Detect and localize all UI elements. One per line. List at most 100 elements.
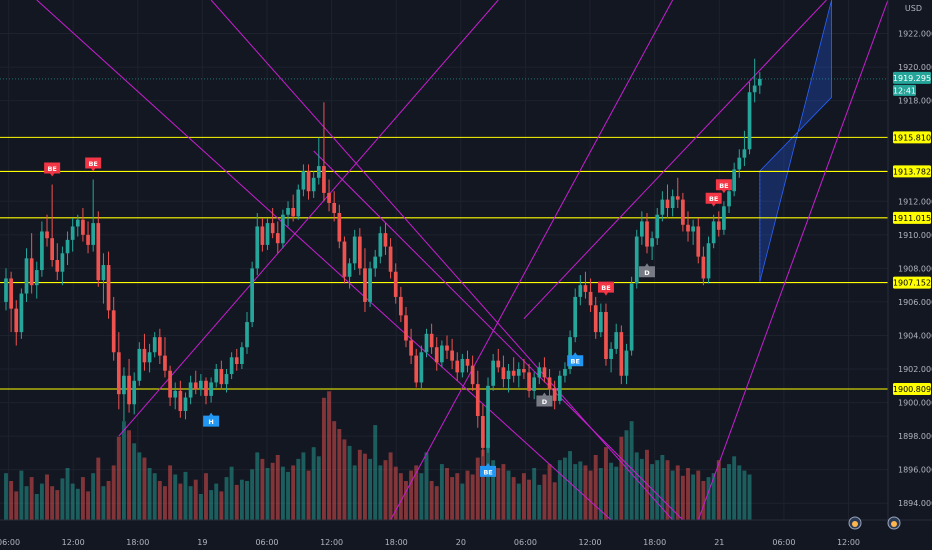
candle-body [357,236,362,269]
candle-body [491,360,495,386]
volume-bar [455,473,460,520]
x-tick-label: 12:00 [320,538,343,547]
x-tick-label: 20 [456,538,466,547]
y-tick-label: 1894.000 [898,499,932,508]
candle-body [604,312,608,359]
candle-body [547,377,552,390]
volume-bar [65,468,70,520]
candle-body [742,149,747,158]
volume-bar [593,455,598,520]
candle-body [460,358,465,373]
level-tag-text-3: 1907.152 [893,279,931,288]
candle-body [568,337,572,370]
x-tick-label: 19 [197,538,207,547]
candle-body [747,92,752,150]
candle-body [9,278,13,309]
volume-bar [614,466,619,520]
volume-bar [506,470,511,520]
candle-body [732,169,737,192]
candle-body [188,382,193,398]
volume-bar [655,460,660,520]
volume-bar [747,474,752,520]
candle-body [634,236,639,284]
candle-body [481,416,485,448]
x-tick-label: 18:00 [643,538,666,547]
volume-bar [711,473,716,520]
y-tick-label: 1896.000 [898,466,932,475]
volume-bar [511,477,516,520]
candle-body [475,384,480,416]
candle-body [598,312,603,333]
candle-body [291,208,296,217]
x-tick-label: 06:00 [255,538,278,547]
candle-body [506,370,511,380]
marker-label-6: BE [601,284,610,292]
x-tick-label: 21 [714,538,724,547]
marker-label-4: D [542,398,548,406]
volume-bar [332,421,337,520]
candle-body [368,268,372,302]
volume-bar [557,460,562,520]
news-event-icon-2[interactable] [887,516,901,530]
candle-body [593,305,598,333]
candle-body [557,375,562,401]
candle-body [234,357,239,364]
candle-body [445,345,449,351]
marker-shape-5 [567,352,584,367]
volume-bar [270,462,275,520]
volume-bar [660,455,665,520]
volume-bar [142,457,147,520]
volume-bar [116,436,121,520]
volume-bar [445,468,449,520]
news-event-icon[interactable] [848,516,862,530]
volume-bar [111,465,116,520]
candle-body [70,226,75,240]
candle-body [19,293,24,333]
candle-body [404,315,408,341]
y-tick-label: 1900.000 [898,399,932,408]
volume-bar [414,465,419,520]
volume-bar [342,439,347,520]
volume-bar [137,452,142,520]
volume-bar [363,453,367,520]
candle-body [65,239,70,254]
volume-bar [80,477,85,520]
y-tick-label: 1908.000 [898,264,932,273]
y-tick-label: 1918.000 [898,97,932,106]
candle-body [240,347,244,364]
y-tick-label: 1904.000 [898,331,932,340]
candle-body [4,278,8,302]
volume-bar [532,468,537,520]
candle-body [670,196,675,208]
candle-body [614,332,619,349]
volume-bar [609,462,614,520]
candle-body [424,333,429,353]
time-axis-panel[interactable] [0,520,932,550]
volume-bar [168,465,173,520]
candle-body [306,171,311,192]
time-axis-ticks: 06:00 12:00 18:00 19 06:00 12:00 18:00 20 06:00 1… [0,538,860,547]
volume-bar [434,486,439,520]
x-tick-label: 18:00 [385,538,408,547]
currency-label: USD [905,4,922,13]
candle-body [757,78,762,86]
volume-bar [316,456,321,520]
volume-bar [588,470,593,520]
candle-body [178,390,183,411]
volume-bar [101,486,106,520]
x-tick-label: 18:00 [126,538,149,547]
candle-body [347,263,352,277]
candle-body [337,213,342,242]
regression-band [759,0,832,282]
candle-body [537,367,542,378]
candle-body [711,221,716,244]
candle-body [250,268,254,323]
volume-bar [352,465,357,520]
x-tick-label: 12:00 [62,538,85,547]
candle-body [332,202,337,214]
candle-body [229,357,234,375]
marker-label-1: BE [88,160,97,168]
volume-bar [96,457,101,520]
